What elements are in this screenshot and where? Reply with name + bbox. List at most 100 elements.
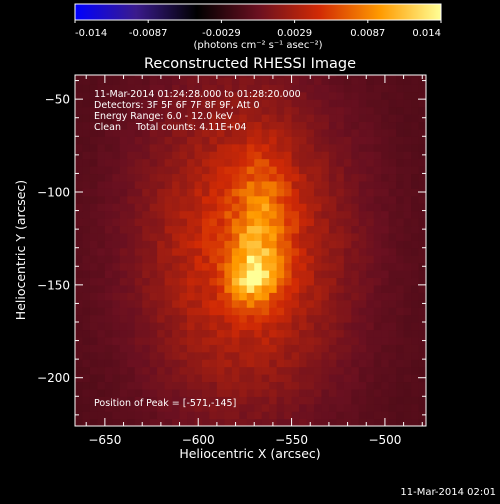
heatmap-pixel bbox=[187, 218, 196, 227]
heatmap-pixel bbox=[261, 91, 270, 100]
heatmap-pixel bbox=[313, 388, 323, 397]
heatmap-pixel bbox=[306, 247, 315, 256]
heatmap-pixel bbox=[411, 336, 420, 345]
heatmap-pixel bbox=[179, 210, 188, 219]
heatmap-pixel bbox=[201, 366, 211, 375]
heatmap-pixel bbox=[172, 344, 181, 353]
heatmap-pixel bbox=[403, 225, 412, 234]
heatmap-pixel bbox=[291, 366, 300, 375]
heatmap-pixel bbox=[403, 188, 412, 197]
heatmap-pixel bbox=[284, 151, 293, 160]
heatmap-pixel bbox=[194, 299, 203, 308]
heatmap-pixel bbox=[276, 336, 285, 345]
heatmap-pixel bbox=[299, 99, 308, 108]
heatmap-pixel bbox=[373, 240, 382, 249]
heatmap-pixel bbox=[112, 128, 121, 137]
heatmap-pixel bbox=[381, 84, 390, 93]
heatmap-pixel bbox=[328, 218, 337, 227]
heatmap-pixel bbox=[149, 270, 158, 279]
heatmap-pixel bbox=[336, 218, 345, 227]
heatmap-pixel bbox=[299, 218, 308, 227]
heatmap-pixel bbox=[224, 396, 233, 405]
heatmap-pixel bbox=[209, 76, 218, 85]
heatmap-pixel bbox=[89, 76, 99, 85]
heatmap-pixel bbox=[157, 403, 166, 412]
heatmap-pixel bbox=[396, 336, 405, 345]
heatmap-pixel bbox=[418, 218, 426, 227]
heatmap-pixel bbox=[373, 76, 382, 85]
heatmap-pixel bbox=[127, 366, 136, 375]
heatmap-pixel bbox=[358, 121, 367, 130]
heatmap-pixel bbox=[269, 307, 278, 316]
heatmap-pixel bbox=[381, 195, 390, 204]
heatmap-pixel bbox=[112, 210, 121, 219]
heatmap-pixel bbox=[82, 188, 91, 197]
heatmap-pixel bbox=[201, 128, 211, 137]
heatmap-pixel bbox=[411, 128, 420, 137]
heatmap-pixel bbox=[313, 121, 323, 130]
heatmap-pixel bbox=[89, 336, 99, 345]
heatmap-pixel bbox=[328, 396, 337, 405]
heatmap-pixel bbox=[239, 403, 248, 412]
heatmap-pixel bbox=[194, 218, 203, 227]
heatmap-pixel bbox=[201, 262, 211, 271]
heatmap-pixel bbox=[179, 270, 188, 279]
heatmap-pixel bbox=[112, 143, 121, 152]
heatmap-pixel bbox=[127, 307, 136, 316]
heatmap-pixel bbox=[299, 329, 308, 338]
heatmap-pixel bbox=[134, 195, 143, 204]
heatmap-pixel bbox=[411, 247, 420, 256]
heatmap-pixel bbox=[269, 411, 278, 420]
heatmap-pixel bbox=[343, 203, 352, 212]
heatmap-pixel bbox=[82, 255, 91, 264]
heatmap-pixel bbox=[224, 91, 233, 100]
heatmap-pixel bbox=[321, 203, 330, 212]
heatmap-pixel bbox=[299, 225, 308, 234]
heatmap-pixel bbox=[328, 255, 337, 264]
heatmap-pixel bbox=[396, 114, 405, 123]
heatmap-pixel bbox=[276, 151, 285, 160]
heatmap-pixel bbox=[209, 166, 218, 175]
heatmap-pixel bbox=[373, 84, 382, 93]
heatmap-pixel bbox=[396, 136, 405, 145]
heatmap-pixel bbox=[328, 173, 337, 182]
heatmap-pixel bbox=[179, 225, 188, 234]
heatmap-pixel bbox=[373, 210, 382, 219]
heatmap-pixel bbox=[89, 106, 99, 115]
heatmap-pixel bbox=[396, 403, 405, 412]
heatmap-pixel bbox=[194, 84, 203, 93]
heatmap-pixel bbox=[321, 121, 330, 130]
heatmap-pixel bbox=[142, 381, 151, 390]
heatmap-pixel bbox=[149, 396, 158, 405]
heatmap-pixel bbox=[97, 188, 106, 197]
heatmap-pixel bbox=[351, 292, 360, 301]
heatmap-pixel bbox=[224, 121, 233, 130]
heatmap-pixel bbox=[254, 76, 263, 85]
heatmap-pixel bbox=[261, 292, 270, 301]
heatmap-pixel bbox=[104, 329, 113, 338]
heatmap-pixel bbox=[373, 277, 382, 286]
heatmap-pixel bbox=[157, 255, 166, 264]
heatmap-pixel bbox=[104, 240, 113, 249]
heatmap-pixel bbox=[119, 99, 128, 108]
heatmap-pixel bbox=[149, 314, 158, 323]
heatmap-pixel bbox=[187, 396, 196, 405]
heatmap-pixel bbox=[127, 151, 136, 160]
heatmap-pixel bbox=[157, 366, 166, 375]
heatmap-pixel bbox=[403, 210, 412, 219]
heatmap-pixel bbox=[358, 114, 367, 123]
heatmap-pixel bbox=[351, 225, 360, 234]
heatmap-pixel bbox=[306, 299, 315, 308]
heatmap-pixel bbox=[104, 232, 113, 241]
heatmap-pixel bbox=[201, 225, 211, 234]
heatmap-pixel bbox=[239, 299, 248, 308]
heatmap-pixel bbox=[351, 114, 360, 123]
heatmap-pixel bbox=[75, 329, 84, 338]
heatmap-pixel bbox=[209, 299, 218, 308]
heatmap-pixel bbox=[201, 240, 211, 249]
heatmap-pixel bbox=[231, 270, 240, 279]
heatmap-pixel bbox=[276, 121, 285, 130]
heatmap-pixel bbox=[201, 344, 211, 353]
heatmap-pixel bbox=[343, 359, 352, 368]
heatmap-pixel bbox=[358, 255, 367, 264]
